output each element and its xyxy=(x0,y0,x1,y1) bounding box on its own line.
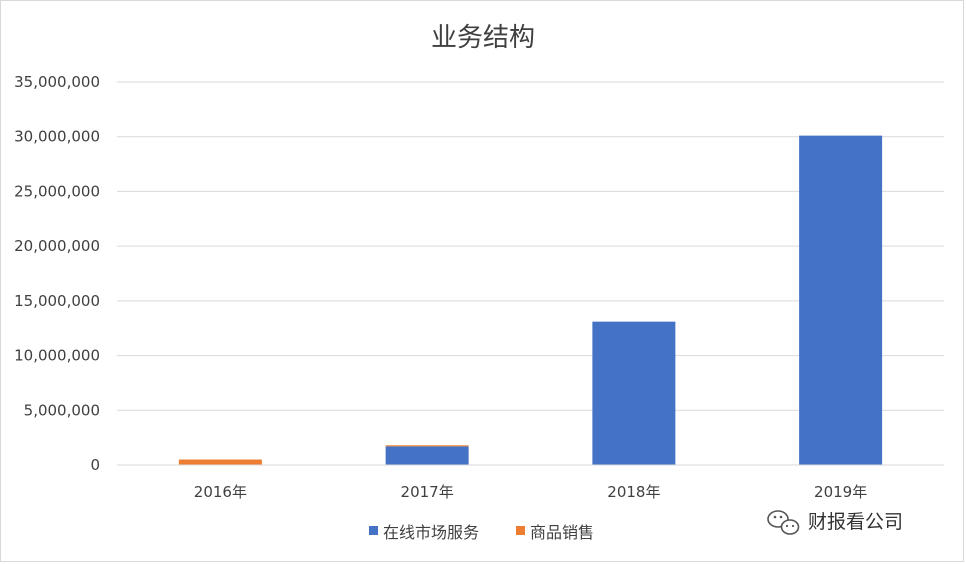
legend-label: 商品销售 xyxy=(530,523,594,542)
watermark: 财报看公司 xyxy=(767,510,903,535)
bar-product-sales-1 xyxy=(385,445,469,447)
wechat-icon xyxy=(767,510,800,535)
x-tick-label: 2016年 xyxy=(194,483,247,501)
bar-online-market-service-3 xyxy=(799,135,883,465)
legend-swatch xyxy=(516,526,525,535)
y-tick-label: 10,000,000 xyxy=(14,347,100,365)
legend: 在线市场服务 商品销售 xyxy=(369,523,594,542)
bar-online-market-service-2 xyxy=(592,321,676,465)
bars xyxy=(178,135,883,465)
bar-online-market-service-1 xyxy=(385,446,469,465)
watermark-text: 财报看公司 xyxy=(808,511,903,533)
bar-product-sales-0 xyxy=(178,459,262,465)
y-tick-label: 20,000,000 xyxy=(14,237,100,255)
y-tick-label: 15,000,000 xyxy=(14,292,100,310)
y-tick-label: 5,000,000 xyxy=(24,401,100,419)
x-tick-label: 2017年 xyxy=(401,483,454,501)
legend-swatch xyxy=(369,526,378,535)
y-axis-tick-labels: 0 5,000,000 10,000,000 15,000,000 20,000,000… xyxy=(14,73,100,474)
chart-title: 业务结构 xyxy=(431,23,535,53)
y-tick-label: 30,000,000 xyxy=(14,128,100,146)
y-tick-label: 35,000,000 xyxy=(14,73,100,91)
x-tick-label: 2019年 xyxy=(814,483,867,501)
x-axis-tick-labels: 2016年 2017年 2018年 2019年 xyxy=(194,483,867,501)
y-tick-label: 25,000,000 xyxy=(14,182,100,200)
x-tick-label: 2018年 xyxy=(607,483,660,501)
legend-label: 在线市场服务 xyxy=(383,523,479,542)
y-tick-label: 0 xyxy=(90,456,100,474)
